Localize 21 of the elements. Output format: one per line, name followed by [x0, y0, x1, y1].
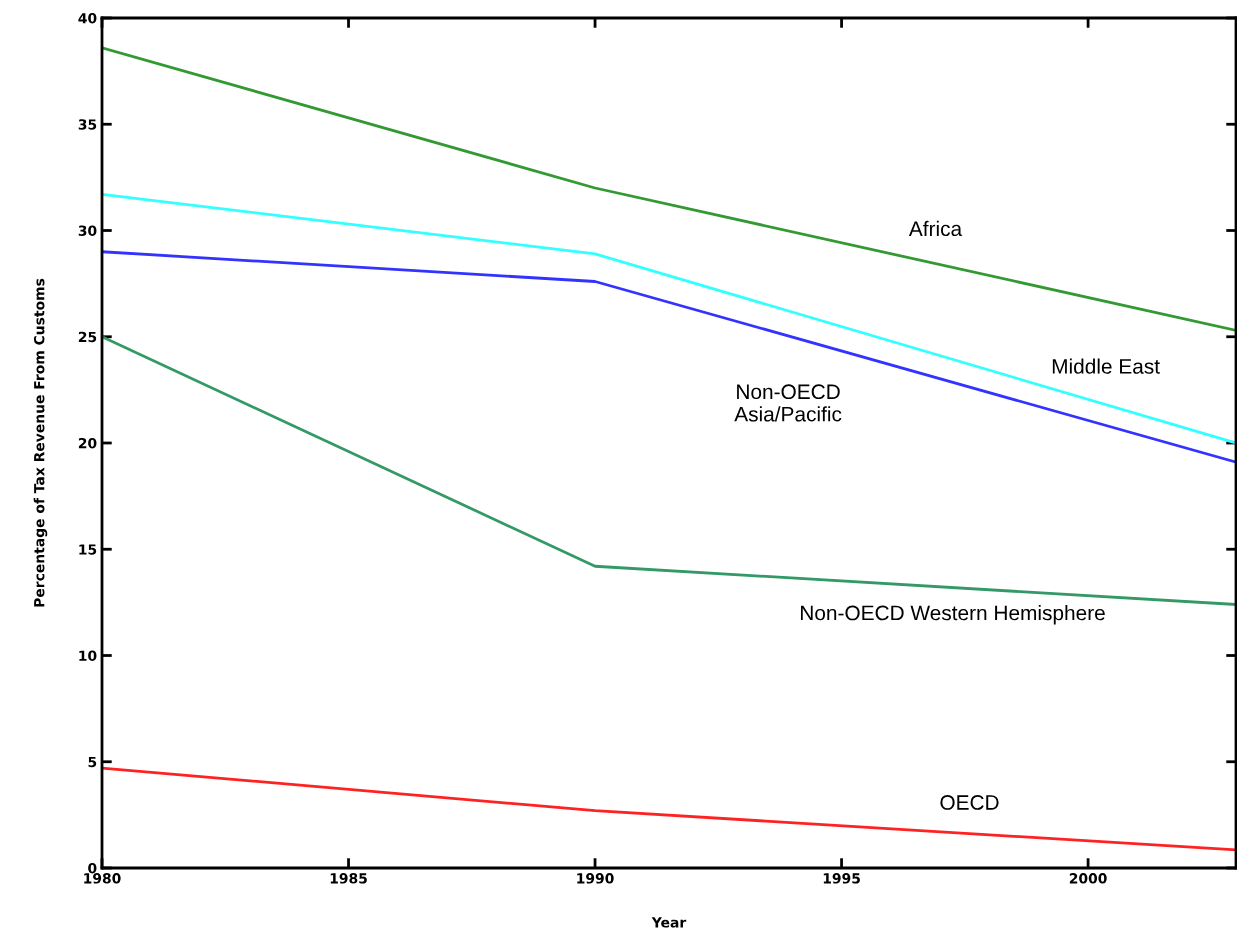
x-tick-label: 1985 — [330, 873, 367, 884]
y-tick-label: 30 — [78, 225, 97, 236]
y-tick-label: 15 — [79, 544, 97, 555]
x-tick-label: 2000 — [1069, 873, 1107, 884]
y-tick-label: 10 — [79, 650, 97, 661]
x-tick-label: 1995 — [823, 873, 860, 884]
x-tick-label: 1990 — [577, 873, 614, 884]
x-tick-label: 1980 — [84, 873, 121, 884]
y-tick-label: 35 — [78, 119, 97, 130]
series-label: Middle East — [1052, 358, 1160, 374]
series-label: Africa — [908, 220, 963, 237]
y-axis-title: Percentage of Tax Revenue From Customs — [33, 278, 48, 607]
y-tick-label: 40 — [78, 12, 97, 24]
series-label: OECD — [940, 795, 999, 810]
y-tick-label: 0 — [88, 862, 97, 874]
series-label: Non-OECD Asia/Pacific — [734, 384, 842, 422]
y-tick-label: 5 — [88, 756, 97, 768]
series-label: Non-OECD Western Hemisphere — [801, 604, 1105, 625]
y-tick-label: 25 — [78, 331, 97, 343]
y-tick-label: 20 — [78, 437, 97, 449]
x-axis-title: Year — [651, 917, 687, 928]
